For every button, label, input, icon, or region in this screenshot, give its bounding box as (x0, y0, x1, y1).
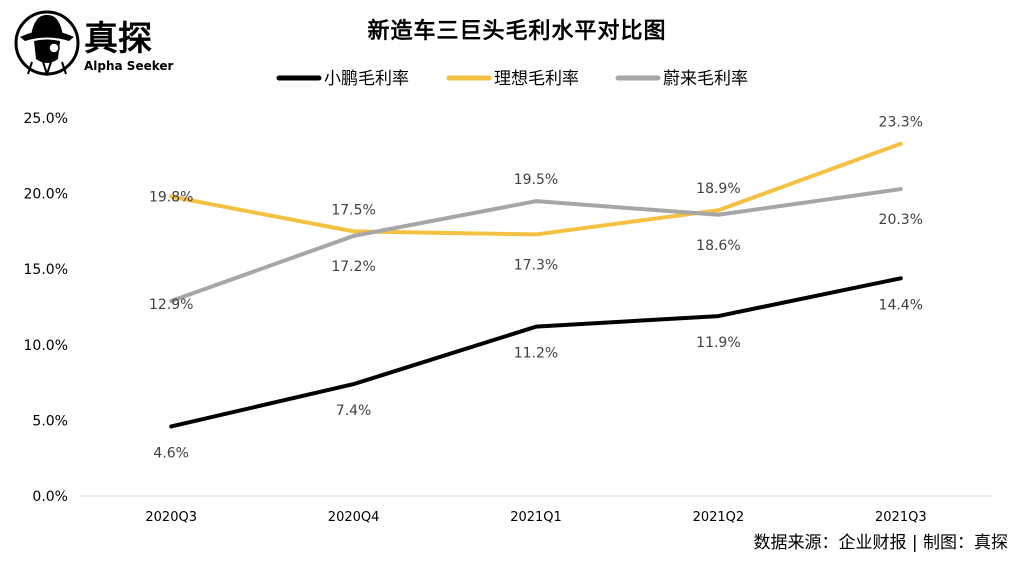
legend-item: 理想毛利率 (446, 69, 579, 89)
x-tick-label: 2020Q3 (145, 510, 197, 525)
y-tick-label: 0.0% (32, 489, 68, 505)
data-label: 19.8% (149, 190, 193, 206)
data-label: 17.3% (514, 257, 558, 273)
chart-title: 新造车三巨头毛利水平对比图 (367, 18, 666, 44)
brand-name-en: Alpha Seeker (84, 59, 174, 73)
data-label: 14.4% (879, 297, 923, 313)
source-note: 数据来源：企业财报 | 制图：真探 (753, 533, 1008, 553)
y-tick-label: 15.0% (24, 262, 68, 278)
x-tick-label: 2020Q4 (328, 510, 380, 525)
legend-label: 蔚来毛利率 (663, 69, 748, 89)
data-label: 23.3% (879, 115, 923, 131)
detective-icon (14, 10, 80, 76)
series-line-0 (169, 276, 903, 429)
data-label: 18.9% (696, 181, 740, 197)
data-label: 11.2% (514, 346, 558, 362)
legend-label: 理想毛利率 (494, 69, 579, 89)
y-axis: 0.0% 5.0% 10.0% 15.0% 20.0% 25.0% (24, 111, 68, 505)
data-label: 4.6% (153, 445, 189, 461)
legend-item: 蔚来毛利率 (615, 69, 748, 89)
x-tick-label: 2021Q1 (510, 510, 562, 525)
x-tick-label: 2021Q2 (693, 510, 745, 525)
data-label: 12.9% (149, 297, 193, 313)
legend-label: 小鹏毛利率 (324, 69, 409, 89)
data-label: 17.5% (331, 202, 375, 218)
x-axis: 2020Q3 2020Q4 2021Q1 2021Q2 2021Q3 (145, 510, 926, 525)
data-label: 20.3% (879, 212, 923, 228)
legend: 小鹏毛利率 理想毛利率 蔚来毛利率 (276, 69, 748, 89)
brand-name-cn: 真探 (84, 19, 152, 59)
legend-item: 小鹏毛利率 (276, 69, 409, 89)
y-tick-label: 10.0% (24, 338, 68, 354)
data-label: 17.2% (331, 259, 375, 275)
data-label: 7.4% (336, 403, 372, 419)
brand-logo: 真探 Alpha Seeker (14, 10, 174, 76)
y-tick-label: 5.0% (32, 413, 68, 429)
data-label: 18.6% (696, 238, 740, 254)
y-tick-label: 20.0% (24, 187, 68, 203)
data-label: 11.9% (696, 335, 740, 351)
x-tick-label: 2021Q3 (875, 510, 927, 525)
data-label: 19.5% (514, 172, 558, 188)
data-label-layer: 4.6% 7.4% 11.2% 11.9% 14.4% 19.8% 12.9% 17.5% 17… (149, 115, 923, 462)
y-tick-label: 25.0% (24, 111, 68, 127)
series-layer (169, 141, 903, 429)
series-line-1 (169, 141, 903, 237)
series-line-2 (169, 187, 903, 303)
